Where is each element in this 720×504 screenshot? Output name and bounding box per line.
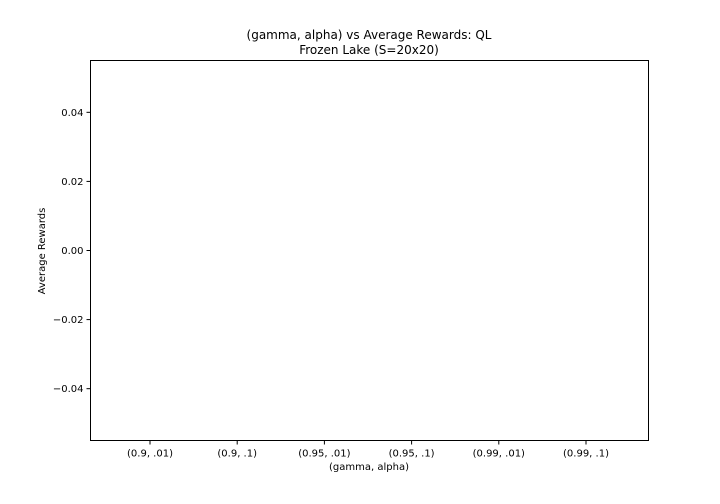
chart-subtitle: Frozen Lake (S=20x20): [299, 43, 439, 57]
y-tick-label: −0.02: [53, 315, 84, 326]
x-tick-label: (0.95, .1): [389, 449, 435, 460]
chart-title: (gamma, alpha) vs Average Rewards: QL: [247, 28, 492, 42]
x-tick-label: (0.95, .01): [298, 449, 350, 460]
x-tick-label: (0.9, .1): [217, 449, 257, 460]
x-tick-label: (0.9, .01): [127, 449, 173, 460]
x-tick-label: (0.99, .01): [473, 449, 525, 460]
y-tick-label: 0.04: [61, 108, 83, 119]
x-axis-label: (gamma, alpha): [329, 462, 409, 473]
y-axis: −0.04 −0.02 0.00 0.02 0.04: [53, 108, 91, 395]
y-tick-label: 0.02: [61, 177, 83, 188]
y-tick-label: −0.04: [53, 384, 84, 395]
x-tick-label: (0.99, .1): [563, 449, 609, 460]
y-axis-label: Average Rewards: [37, 208, 48, 295]
x-axis: (0.9, .01) (0.9, .1) (0.95, .01) (0.95, .1)…: [127, 440, 609, 460]
y-tick-label: 0.00: [61, 246, 83, 257]
plot-frame: [90, 60, 649, 441]
